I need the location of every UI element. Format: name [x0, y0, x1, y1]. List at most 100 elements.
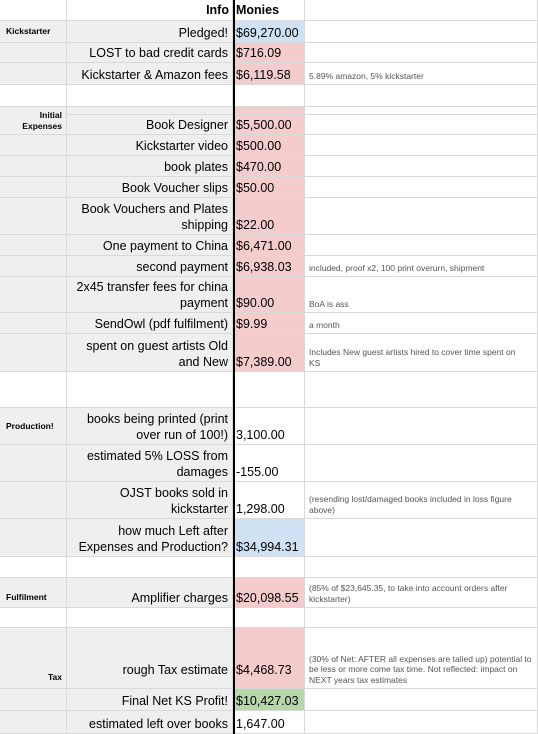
label-amplifier[interactable]: Amplifier charges	[67, 578, 233, 608]
note-book-plates[interactable]	[305, 156, 538, 177]
value-voucher-slips[interactable]: $50.00	[233, 177, 305, 198]
value-loss[interactable]: -155.00	[233, 445, 305, 482]
value-fees[interactable]: $6,119.58	[233, 63, 305, 85]
note-china-two[interactable]: included, proof x2, 100 print overurn, s…	[305, 256, 538, 277]
value-amplifier[interactable]: $20,098.55	[233, 578, 305, 608]
cell-blank[interactable]	[0, 689, 67, 711]
label-pledged[interactable]: Pledged!	[67, 21, 233, 43]
note-pledged[interactable]	[305, 21, 538, 43]
header-info[interactable]: Info	[67, 0, 233, 21]
note-books-printed[interactable]	[305, 408, 538, 445]
cell-blank[interactable]	[233, 107, 305, 115]
note-lost-cards[interactable]	[305, 43, 538, 63]
label-guest-artists[interactable]: spent on guest artists Old and New	[67, 334, 233, 372]
note-vouchers-shipping[interactable]	[305, 198, 538, 235]
cell-blank[interactable]	[233, 608, 305, 628]
label-tax[interactable]: rough Tax estimate	[67, 628, 233, 689]
label-left-after[interactable]: how much Left after Expenses and Product…	[67, 519, 233, 557]
cell-blank[interactable]	[0, 711, 67, 734]
label-ojst-sold[interactable]: OJST books sold in kickstarter	[67, 482, 233, 519]
cell-blank[interactable]	[0, 313, 67, 334]
note-china-one[interactable]	[305, 235, 538, 256]
value-sendowl[interactable]: $9.99	[233, 313, 305, 334]
note-sendowl[interactable]: a month	[305, 313, 538, 334]
cell-a1[interactable]	[0, 0, 67, 21]
note-left-books[interactable]	[305, 711, 538, 734]
cell-blank[interactable]	[0, 519, 67, 557]
cell-blank[interactable]	[0, 445, 67, 482]
note-amplifier[interactable]: (85% of $23,645.35, to take into account…	[305, 578, 538, 608]
cell-blank[interactable]	[67, 608, 233, 628]
note-tax[interactable]: (30% of Net: AFTER all expenses are tali…	[305, 628, 538, 689]
value-ks-video[interactable]: $500.00	[233, 135, 305, 156]
cell-blank[interactable]	[0, 156, 67, 177]
cell-blank[interactable]	[233, 557, 305, 578]
label-lost-cards[interactable]: LOST to bad credit cards	[67, 43, 233, 63]
note-net-profit[interactable]	[305, 689, 538, 711]
cell-blank[interactable]	[0, 557, 67, 578]
value-book-plates[interactable]: $470.00	[233, 156, 305, 177]
cell-blank[interactable]	[0, 177, 67, 198]
cell-blank[interactable]	[0, 198, 67, 235]
cell-blank[interactable]	[0, 482, 67, 519]
cell-blank[interactable]	[305, 608, 538, 628]
value-ojst-sold[interactable]: 1,298.00	[233, 482, 305, 519]
value-left-after[interactable]: $34,994.31	[233, 519, 305, 557]
label-loss[interactable]: estimated 5% LOSS from damages	[67, 445, 233, 482]
label-transfer-fees[interactable]: 2x45 transfer fees for china payment	[67, 277, 233, 313]
note-loss[interactable]	[305, 445, 538, 482]
value-vouchers-shipping[interactable]: $22.00	[233, 198, 305, 235]
note-voucher-slips[interactable]	[305, 177, 538, 198]
cell-blank[interactable]	[67, 107, 233, 115]
cell-blank[interactable]	[0, 85, 67, 107]
cell-d1[interactable]	[305, 0, 538, 21]
value-guest-artists[interactable]: $7,389.00	[233, 334, 305, 372]
section-kickstarter[interactable]: Kickstarter	[0, 21, 67, 43]
note-guest-artists[interactable]: Includes New guest artists hired to cove…	[305, 334, 538, 372]
value-book-designer[interactable]: $5,500.00	[233, 115, 305, 135]
label-china-two[interactable]: second payment	[67, 256, 233, 277]
label-voucher-slips[interactable]: Book Voucher slips	[67, 177, 233, 198]
header-monies[interactable]: Monies	[233, 0, 305, 21]
cell-blank[interactable]	[305, 107, 538, 115]
note-left-after[interactable]	[305, 519, 538, 557]
label-books-printed[interactable]: books being printed (print over run of 1…	[67, 408, 233, 445]
value-china-two[interactable]: $6,938.03	[233, 256, 305, 277]
note-ks-video[interactable]	[305, 135, 538, 156]
cell-blank[interactable]	[67, 557, 233, 578]
value-china-one[interactable]: $6,471.00	[233, 235, 305, 256]
value-tax[interactable]: $4,468.73	[233, 628, 305, 689]
cell-blank[interactable]	[233, 85, 305, 107]
note-transfer-fees[interactable]: BoA is ass	[305, 277, 538, 313]
label-vouchers-shipping[interactable]: Book Vouchers and Plates shipping	[67, 198, 233, 235]
label-left-books[interactable]: estimated left over books	[67, 711, 233, 734]
note-ojst-sold[interactable]: (resending lost/damaged books included i…	[305, 482, 538, 519]
label-book-designer[interactable]: Book Designer	[67, 115, 233, 135]
cell-blank[interactable]	[305, 85, 538, 107]
section-initial-expenses[interactable]: Initial Expenses	[0, 107, 67, 135]
cell-blank[interactable]	[0, 256, 67, 277]
section-production[interactable]: Production!	[0, 408, 67, 445]
value-lost-cards[interactable]: $716.09	[233, 43, 305, 63]
label-china-one[interactable]: One payment to China	[67, 235, 233, 256]
section-tax[interactable]: Tax	[0, 628, 67, 689]
label-book-plates[interactable]: book plates	[67, 156, 233, 177]
label-fees[interactable]: Kickstarter & Amazon fees	[67, 63, 233, 85]
cell-blank[interactable]	[0, 135, 67, 156]
cell-blank[interactable]	[0, 43, 67, 63]
cell-blank[interactable]	[305, 557, 538, 578]
cell-blank[interactable]	[0, 608, 67, 628]
cell-blank[interactable]	[67, 372, 233, 408]
section-fulfilment[interactable]: Fulfilment	[0, 578, 67, 608]
cell-blank[interactable]	[0, 277, 67, 313]
cell-blank[interactable]	[0, 334, 67, 372]
value-books-printed[interactable]: 3,100.00	[233, 408, 305, 445]
cell-blank[interactable]	[233, 372, 305, 408]
cell-blank[interactable]	[67, 85, 233, 107]
value-transfer-fees[interactable]: $90.00	[233, 277, 305, 313]
cell-blank[interactable]	[0, 235, 67, 256]
cell-blank[interactable]	[0, 63, 67, 85]
value-pledged[interactable]: $69,270.00	[233, 21, 305, 43]
note-fees[interactable]: 5.89% amazon, 5% kickstarter	[305, 63, 538, 85]
note-book-designer[interactable]	[305, 115, 538, 135]
